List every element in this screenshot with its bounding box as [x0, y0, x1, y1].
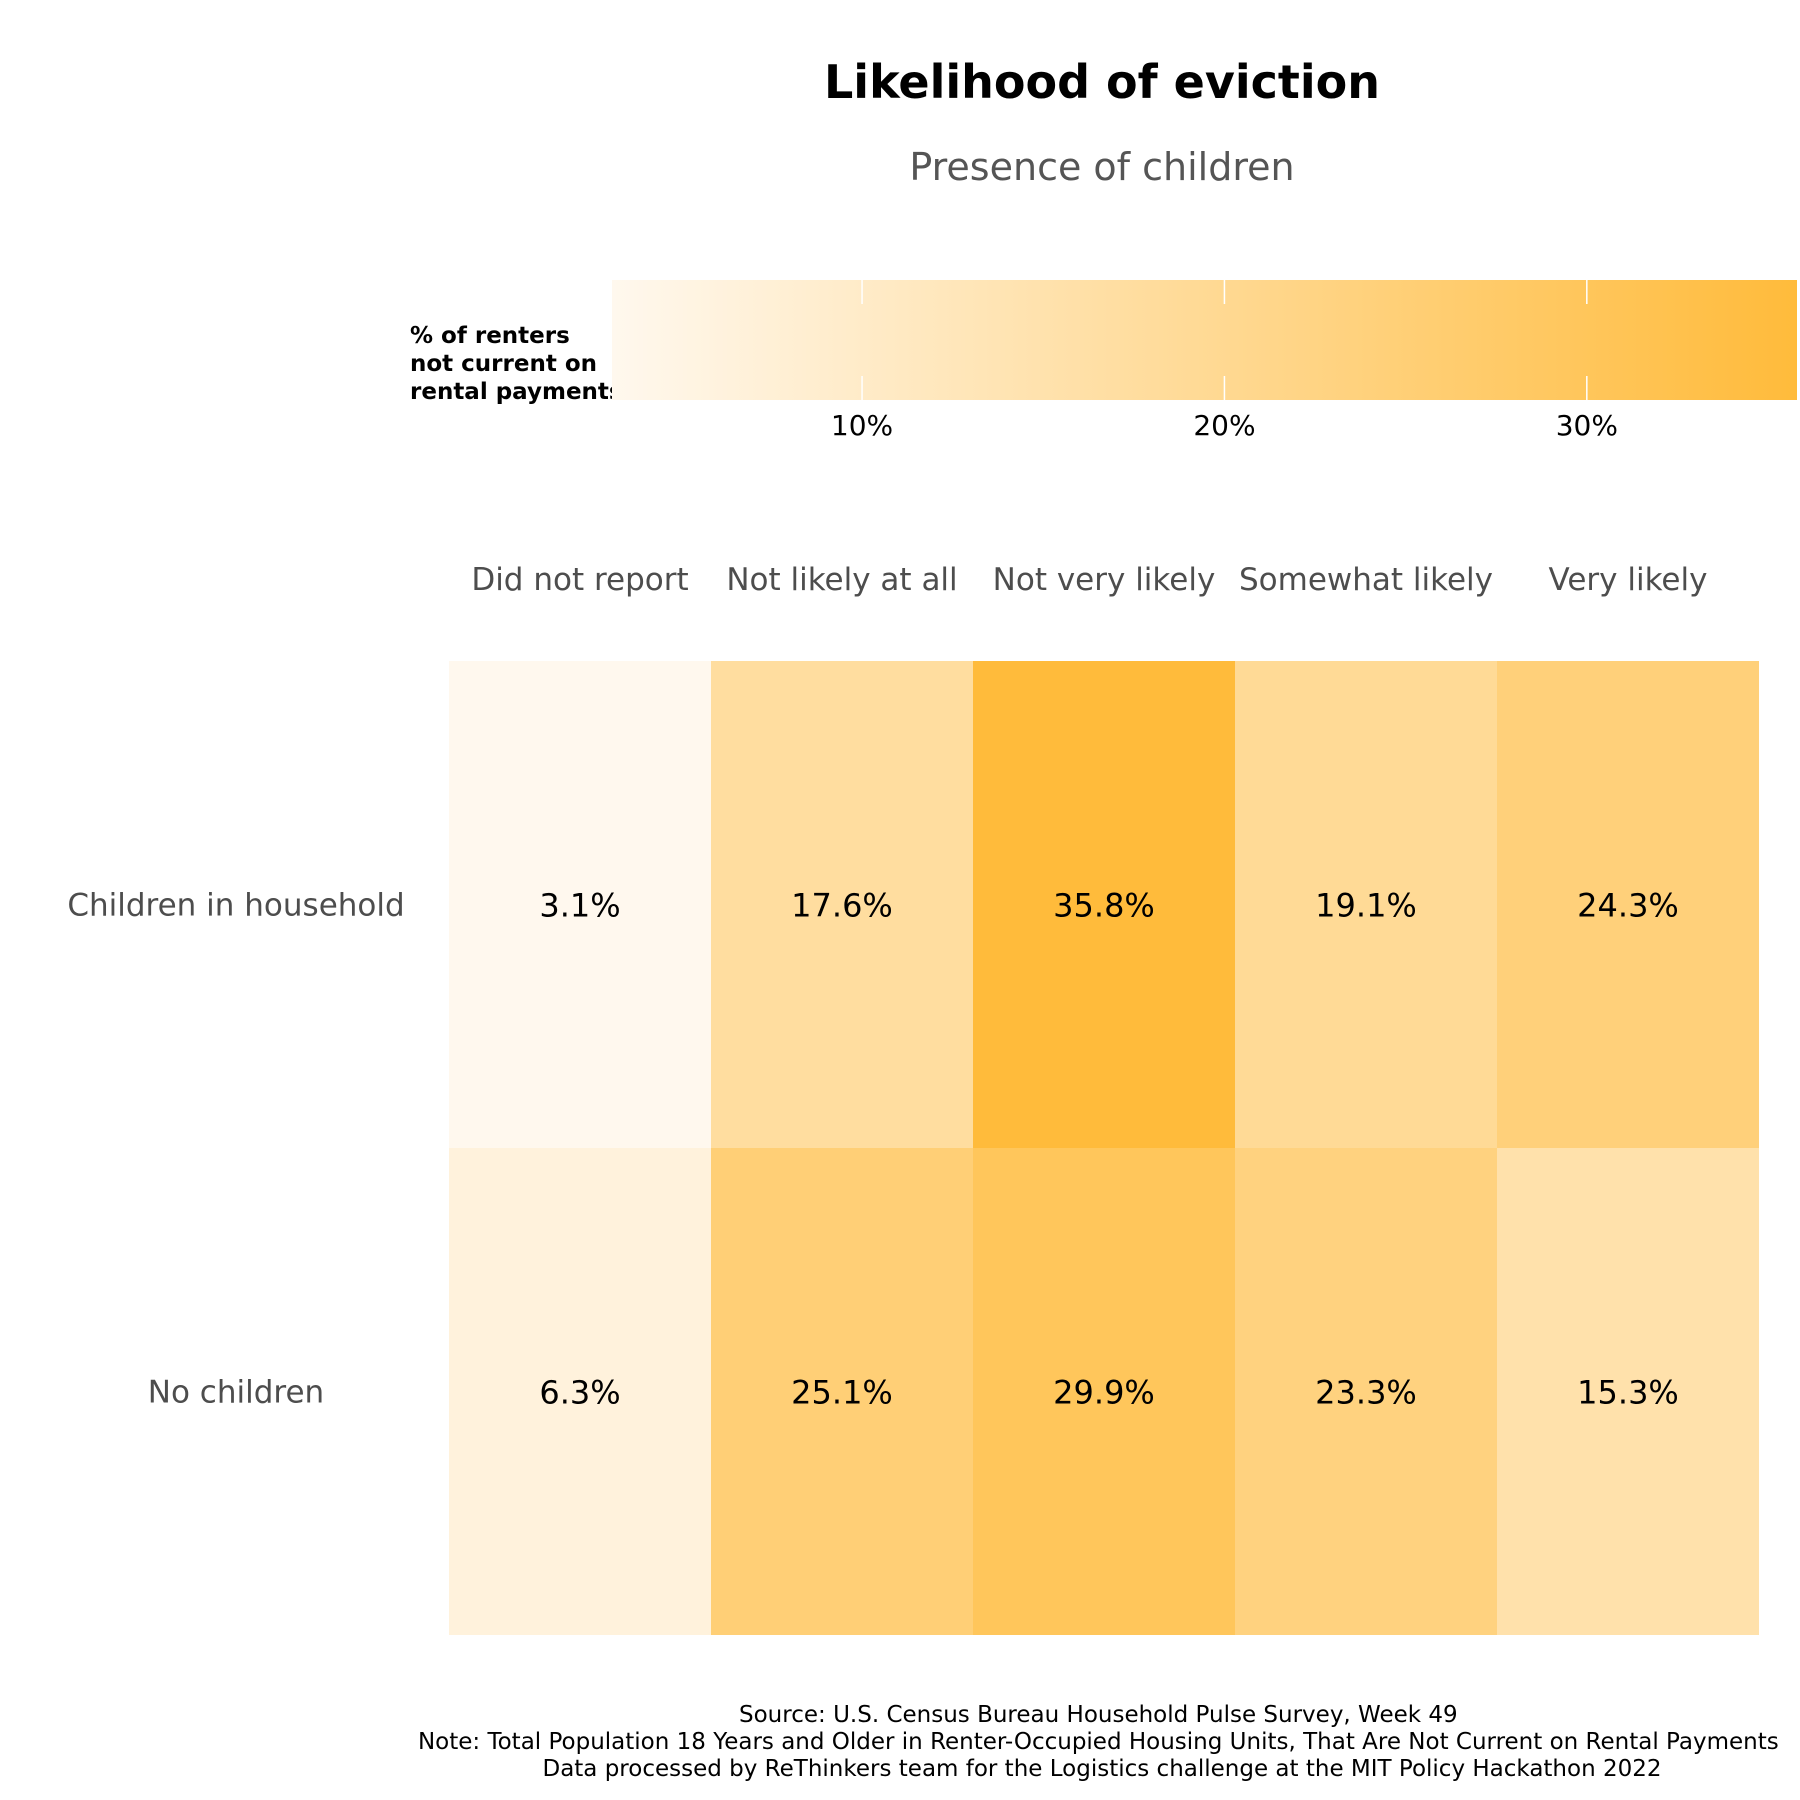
- caption-credit: Data processed by ReThinkers team for th…: [542, 1756, 1661, 1782]
- legend-tick-label: 30%: [1556, 409, 1618, 442]
- heatmap-cell: [1497, 661, 1759, 1148]
- row-header: Children in household: [67, 888, 404, 924]
- heatmap-cells: 3.1% 17.6% 35.8% 19.1% 24.3% 6.3% 25.1% 29.9% 23…: [449, 661, 1759, 1635]
- heatmap-cell: [1235, 661, 1497, 1148]
- column-header: Did not report: [471, 562, 688, 598]
- legend-title-line-2: not current on: [410, 351, 597, 377]
- column-header: Not very likely: [993, 562, 1216, 598]
- cell-value-label: 6.3%: [539, 1374, 620, 1412]
- column-header: Not likely at all: [726, 562, 957, 598]
- cell-value-label: 25.1%: [791, 1374, 893, 1412]
- heatmap-cell: [711, 1148, 973, 1635]
- heatmap-cell: [1497, 1148, 1759, 1635]
- chart-subtitle: Presence of children: [909, 145, 1294, 189]
- cell-value-label: 17.6%: [791, 887, 893, 925]
- chart-caption: Source: U.S. Census Bureau Household Pul…: [418, 1702, 1786, 1782]
- legend-tick-label: 10%: [831, 409, 893, 442]
- heatmap-cell: [449, 661, 711, 1148]
- cell-value-label: 3.1%: [539, 887, 620, 925]
- cell-value-label: 23.3%: [1315, 1374, 1417, 1412]
- legend: % of renters not current on rental payme…: [410, 280, 1797, 442]
- row-header: No children: [148, 1375, 324, 1411]
- legend-title: % of renters not current on rental payme…: [410, 323, 623, 405]
- cell-value-label: 29.9%: [1053, 1374, 1155, 1412]
- legend-ticks: 10% 20% 30%: [831, 280, 1618, 442]
- heatmap-cell: [449, 1148, 711, 1635]
- cell-value-label: 35.8%: [1053, 887, 1155, 925]
- heatmap-cell: [973, 661, 1235, 1148]
- legend-color-bar: [612, 280, 1797, 400]
- cell-value-label: 15.3%: [1577, 1374, 1679, 1412]
- legend-tick-label: 20%: [1193, 409, 1255, 442]
- column-header: Somewhat likely: [1239, 562, 1493, 598]
- column-headers: Did not report Not likely at all Not very …: [471, 562, 1707, 598]
- legend-title-line-3: rental payments: [410, 379, 623, 405]
- heatmap-cell: [1235, 1148, 1497, 1635]
- row-headers: Children in household No children: [67, 888, 404, 1411]
- cell-value-label: 24.3%: [1577, 887, 1679, 925]
- cell-value-label: 19.1%: [1315, 887, 1417, 925]
- heatmap-cell: [711, 661, 973, 1148]
- caption-source: Source: U.S. Census Bureau Household Pul…: [739, 1702, 1458, 1728]
- column-header: Very likely: [1549, 562, 1708, 598]
- caption-note: Note: Total Population 18 Years and Olde…: [418, 1729, 1779, 1755]
- legend-title-line-1: % of renters: [410, 323, 570, 349]
- heatmap-cell: [973, 1148, 1235, 1635]
- chart-title: Likelihood of eviction: [824, 55, 1380, 109]
